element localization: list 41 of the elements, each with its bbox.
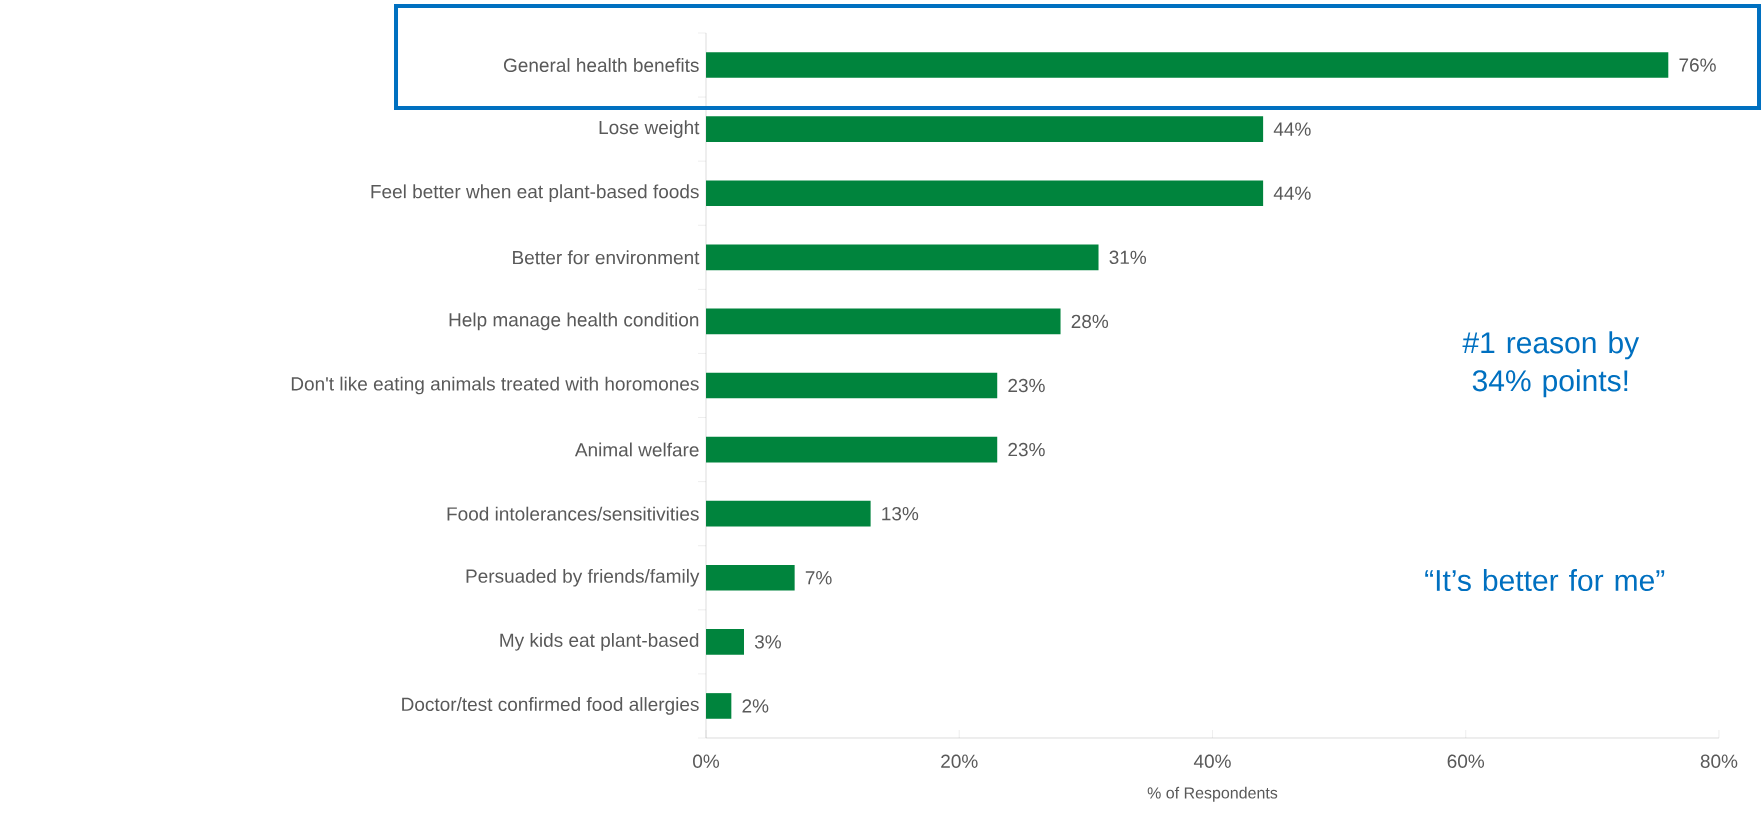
y-tick-label: General health benefits [503, 58, 699, 73]
data-label: 28% [1071, 314, 1109, 329]
data-label: 76% [1679, 58, 1716, 72]
bar [706, 500, 871, 527]
y-tick-label: Help manage health condition [449, 312, 699, 331]
y-tick-label: Don't like eating animals treated with horomones [291, 376, 699, 395]
bar [706, 244, 1099, 271]
bar [706, 436, 998, 463]
bar [706, 693, 732, 719]
y-tick-label: Feel better when eat plant-based foods [371, 184, 699, 203]
data-label: 13% [882, 506, 919, 521]
y-tick-label: Food intolerances/sensitivities [447, 506, 699, 521]
bar [706, 564, 795, 591]
data-label: 23% [1008, 378, 1045, 393]
y-tick-label: Doctor/test confirmed food allergies [402, 697, 699, 715]
y-tick-label: Animal welfare [574, 442, 699, 457]
x-axis-title: % of Respondents [1147, 786, 1278, 802]
bar [706, 116, 1264, 142]
bar [706, 52, 1669, 78]
x-tick-label: 60% [1447, 754, 1485, 768]
y-tick-label: Better for environment [513, 250, 700, 265]
y-tick-label: Persuaded by friends/family [466, 568, 700, 587]
bar [706, 372, 998, 399]
bar [706, 180, 1264, 207]
data-label: 3% [754, 635, 781, 649]
data-label: 7% [805, 571, 832, 585]
annotation: “It’s better for me” [1425, 569, 1665, 592]
y-tick-label: Lose weight [599, 120, 700, 138]
annotation: #1 reason by 34% points! [1462, 331, 1640, 398]
bar [706, 629, 744, 655]
x-tick-label: 40% [1193, 754, 1231, 768]
data-label: 31% [1109, 250, 1147, 265]
data-label: 44% [1273, 186, 1311, 200]
y-tick-label: My kids eat plant-based [500, 633, 699, 651]
bar [706, 308, 1061, 335]
data-label: 23% [1008, 442, 1045, 457]
x-tick-label: 20% [941, 754, 978, 768]
data-label: 2% [742, 699, 769, 713]
x-tick-label: 80% [1700, 754, 1738, 768]
data-label: 44% [1273, 122, 1311, 136]
x-tick-label: 0% [693, 754, 720, 768]
